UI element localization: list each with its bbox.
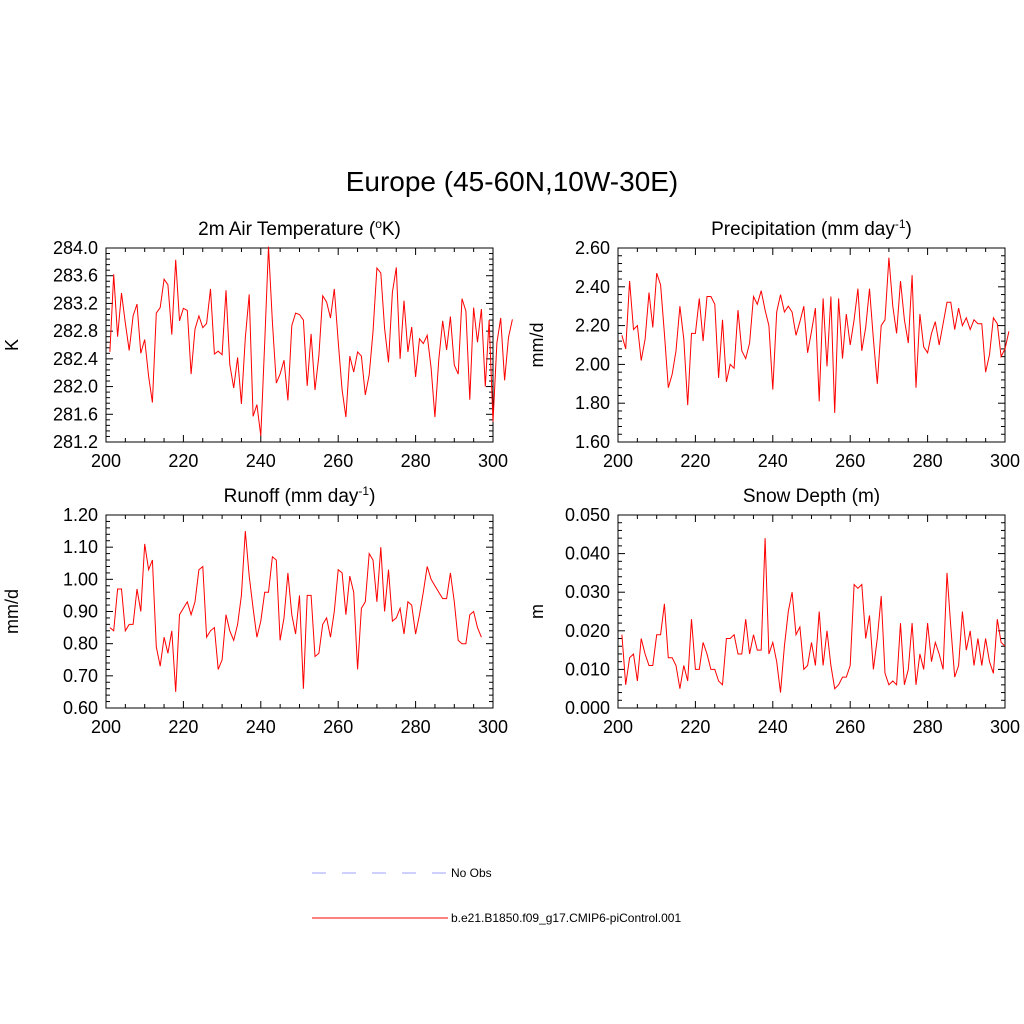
- y-axis-label: mm/d: [2, 589, 22, 634]
- y-tick-label: 1.10: [63, 537, 98, 557]
- x-tick-label: 300: [478, 451, 508, 471]
- legend: No Obs b.e21.B1850.f09_g17.CMIP6-piContro…: [312, 866, 681, 925]
- y-tick-label: 283.6: [53, 266, 98, 286]
- y-tick-label: 0.020: [565, 621, 610, 641]
- y-tick-label: 2.40: [575, 277, 610, 297]
- y-tick-label: 0.000: [565, 698, 610, 718]
- y-tick-label: 282.0: [53, 377, 98, 397]
- x-tick-label: 240: [246, 451, 276, 471]
- panel-3: Runoff (mm day-1) 200 220 240 260 280 300 0.60 0…: [2, 484, 508, 737]
- x-tick-label: 220: [680, 451, 710, 471]
- x-tick-label: 200: [603, 717, 633, 737]
- y-tick-label: 281.6: [53, 404, 98, 424]
- y-tick-label: 2.20: [575, 316, 610, 336]
- x-tick-label: 260: [835, 717, 865, 737]
- series-line: [621, 538, 1006, 693]
- x-tick-label: 200: [91, 717, 121, 737]
- y-tick-label: 0.90: [63, 602, 98, 622]
- y-tick-label: 0.030: [565, 582, 610, 602]
- y-axis-label: mm/d: [527, 323, 547, 368]
- y-tick-label: 283.2: [53, 293, 98, 313]
- y-tick-label: 284.0: [53, 238, 98, 258]
- series-line: [621, 257, 1010, 413]
- x-tick-label: 240: [246, 717, 276, 737]
- panel-2: Precipitation (mm day-1) 200 220 240 260 280 3…: [527, 217, 1020, 471]
- y-axis-label: K: [2, 339, 22, 351]
- x-tick-label: 220: [168, 717, 198, 737]
- y-tick-label: 0.60: [63, 698, 98, 718]
- series-line: [109, 531, 482, 692]
- series-line: [109, 246, 513, 436]
- legend-label-no-obs: No Obs: [451, 866, 492, 880]
- y-axis-label: m: [527, 604, 547, 619]
- y-tick-label: 0.040: [565, 544, 610, 564]
- x-tick-label: 240: [758, 717, 788, 737]
- x-tick-label: 280: [913, 451, 943, 471]
- legend-label-model: b.e21.B1850.f09_g17.CMIP6-piControl.001: [451, 911, 681, 925]
- y-tick-label: 281.2: [53, 432, 98, 452]
- x-tick-label: 220: [168, 451, 198, 471]
- panel-1: 2m Air Temperature (oK) 200 220 240 260 280 30…: [2, 217, 513, 471]
- y-tick-label: 0.70: [63, 666, 98, 686]
- panel-title: Snow Depth (m): [743, 486, 880, 507]
- y-tick-label: 2.60: [575, 238, 610, 258]
- panel-title: Precipitation (mm day-1): [711, 217, 912, 240]
- x-tick-label: 220: [680, 717, 710, 737]
- x-tick-label: 260: [835, 451, 865, 471]
- y-tick-label: 1.60: [575, 432, 610, 452]
- x-tick-label: 280: [913, 717, 943, 737]
- x-tick-label: 260: [323, 717, 353, 737]
- x-tick-label: 200: [603, 451, 633, 471]
- panel-title: Runoff (mm day-1): [224, 484, 376, 507]
- x-tick-label: 280: [401, 451, 431, 471]
- panel-title: 2m Air Temperature (oK): [198, 217, 401, 240]
- main-title: Europe (45-60N,10W-30E): [345, 166, 679, 197]
- x-tick-label: 280: [401, 717, 431, 737]
- y-tick-label: 1.20: [63, 505, 98, 525]
- x-tick-label: 200: [91, 451, 121, 471]
- y-tick-label: 1.00: [63, 569, 98, 589]
- y-tick-label: 282.8: [53, 321, 98, 341]
- y-tick-label: 282.4: [53, 349, 98, 369]
- x-tick-label: 300: [990, 717, 1020, 737]
- y-tick-label: 2.00: [575, 354, 610, 374]
- x-tick-label: 300: [478, 717, 508, 737]
- y-tick-label: 0.050: [565, 505, 610, 525]
- y-tick-label: 1.80: [575, 393, 610, 413]
- y-tick-label: 0.010: [565, 659, 610, 679]
- x-tick-label: 300: [990, 451, 1020, 471]
- plot-frame: [105, 514, 494, 709]
- x-tick-label: 240: [758, 451, 788, 471]
- x-tick-label: 260: [323, 451, 353, 471]
- y-tick-label: 0.80: [63, 634, 98, 654]
- plot-frame: [617, 514, 1006, 709]
- panel-4: Snow Depth (m) 200 220 240 260 280 300 0.000 0.0…: [527, 486, 1020, 737]
